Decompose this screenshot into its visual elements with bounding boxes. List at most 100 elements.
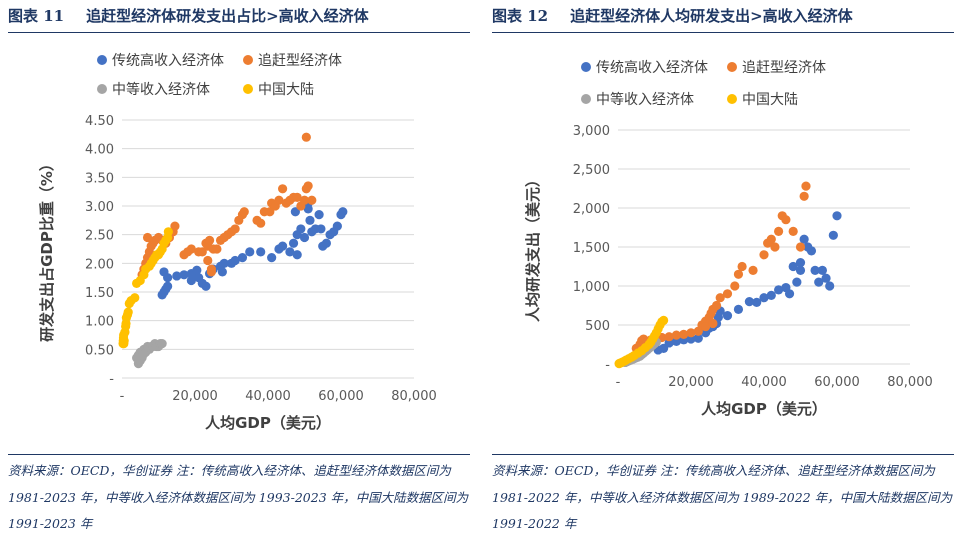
- data-point: [821, 273, 831, 283]
- data-point: [730, 281, 740, 291]
- data-point: [205, 235, 215, 245]
- legend-label: 中等收入经济体: [596, 91, 694, 108]
- data-point: [659, 315, 669, 325]
- data-point: [788, 226, 798, 236]
- y-tick-label: 1.50: [85, 286, 114, 301]
- data-point: [170, 221, 180, 231]
- legend-marker: [727, 62, 737, 72]
- y-tick-label: -: [605, 358, 610, 373]
- data-point: [748, 265, 758, 275]
- data-point: [163, 273, 173, 283]
- data-point: [163, 227, 173, 237]
- x-tick-label: 40,000: [741, 375, 787, 390]
- figure-title: 图表 12 追赶型经济体人均研发支出>高收入经济体: [492, 4, 853, 28]
- data-point: [321, 238, 331, 248]
- data-point: [752, 297, 762, 307]
- x-tick-label: 40,000: [245, 389, 291, 404]
- data-point: [788, 261, 798, 272]
- data-point: [814, 277, 824, 287]
- data-point: [186, 244, 196, 254]
- data-point: [338, 207, 348, 217]
- figure-title-text: 追赶型经济体研发支出占比>高收入经济体: [86, 7, 369, 25]
- legend-label: 中国大陆: [258, 82, 314, 98]
- data-point: [679, 329, 689, 339]
- data-point: [316, 224, 326, 234]
- data-point: [792, 277, 802, 287]
- data-point: [722, 311, 733, 321]
- data-point: [299, 195, 310, 205]
- data-point: [278, 241, 288, 251]
- data-point: [219, 258, 229, 268]
- legend-marker: [243, 55, 253, 65]
- data-point: [288, 238, 299, 248]
- data-point: [806, 246, 817, 256]
- legend-label: 传统高收入经济体: [112, 52, 224, 69]
- data-point: [278, 184, 288, 194]
- y-tick-label: 2.00: [85, 257, 114, 272]
- data-point: [693, 333, 703, 343]
- data-point: [686, 328, 696, 338]
- data-point: [799, 234, 809, 244]
- legend-marker: [581, 94, 591, 104]
- data-point: [172, 271, 182, 281]
- title-rule: [492, 32, 954, 33]
- x-tick-label: -: [616, 375, 621, 390]
- data-point: [206, 267, 217, 277]
- y-tick-label: 2,000: [573, 202, 610, 217]
- legend-label: 追赶型经济体: [742, 60, 826, 76]
- data-point: [784, 289, 795, 299]
- figure-number: 图表 11: [8, 7, 65, 25]
- legend-marker: [243, 84, 253, 94]
- data-point: [265, 207, 275, 217]
- data-point: [197, 247, 207, 257]
- data-point: [715, 293, 725, 303]
- data-point: [267, 253, 277, 263]
- scatter-chart-rd-ratio: - 0.50 1.00 1.50 2.00 2.50 3.00 3.50 4.00 4.50 - 20…: [38, 52, 437, 432]
- footnote-rule: [492, 454, 954, 455]
- data-point: [285, 247, 295, 257]
- x-axis-title: 人均GDP（美元）: [701, 400, 827, 418]
- x-tick-label: 20,000: [172, 389, 218, 404]
- y-tick-label: 1,500: [573, 241, 610, 256]
- legend-label: 追赶型经济体: [258, 53, 342, 69]
- data-point: [801, 181, 811, 191]
- data-point: [817, 265, 827, 275]
- data-point: [737, 261, 747, 272]
- data-point: [781, 215, 791, 225]
- data-point: [774, 226, 784, 236]
- data-point: [119, 336, 129, 346]
- data-point: [307, 195, 317, 205]
- figure-12: 图表 12 追赶型经济体人均研发支出>高收入经济体 - 500 1,000 1,500 2…: [492, 0, 960, 541]
- footnote: 资料来源：OECD，华创证券 注：传统高收入经济体、追赶型经济体数据区间为 19…: [8, 463, 469, 531]
- data-point: [299, 232, 310, 243]
- legend-label: 中国大陆: [742, 92, 798, 108]
- data-point: [701, 321, 711, 332]
- data-point: [733, 269, 744, 279]
- scatter-chart-rd-per-capita: - 500 1,000 1,500 2,000 2,500 3,000 - 20,000 40,0…: [524, 59, 933, 418]
- figure-11: 图表 11 追赶型经济体研发支出占比>高收入经济体 - 0.50 1.00 1.50 2.…: [8, 0, 478, 541]
- data-point: [810, 265, 820, 275]
- data-point: [332, 221, 342, 231]
- data-point: [314, 210, 324, 220]
- data-point: [237, 253, 248, 263]
- data-point: [203, 255, 213, 266]
- data-point: [301, 132, 311, 142]
- legend-label: 传统高收入经济体: [596, 59, 708, 76]
- legend-marker: [727, 94, 737, 104]
- footnote: 资料来源：OECD，华创证券 注：传统高收入经济体、追赶型经济体数据区间为 19…: [492, 463, 953, 531]
- y-tick-label: 3,000: [573, 124, 610, 139]
- data-point: [157, 339, 167, 349]
- data-point: [201, 281, 211, 291]
- figure-title: 图表 11 追赶型经济体研发支出占比>高收入经济体: [8, 4, 369, 28]
- x-tick-label: 20,000: [668, 375, 714, 390]
- footnote-rule: [8, 454, 470, 455]
- data-point: [296, 224, 306, 234]
- data-point: [770, 242, 780, 252]
- data-point: [722, 289, 733, 299]
- y-tick-label: 2,500: [573, 163, 610, 178]
- y-tick-label: 3.50: [85, 171, 114, 186]
- y-tick-label: 1.00: [85, 315, 114, 330]
- data-point: [212, 244, 222, 254]
- x-tick-label: 60,000: [318, 389, 364, 404]
- data-point: [828, 230, 838, 240]
